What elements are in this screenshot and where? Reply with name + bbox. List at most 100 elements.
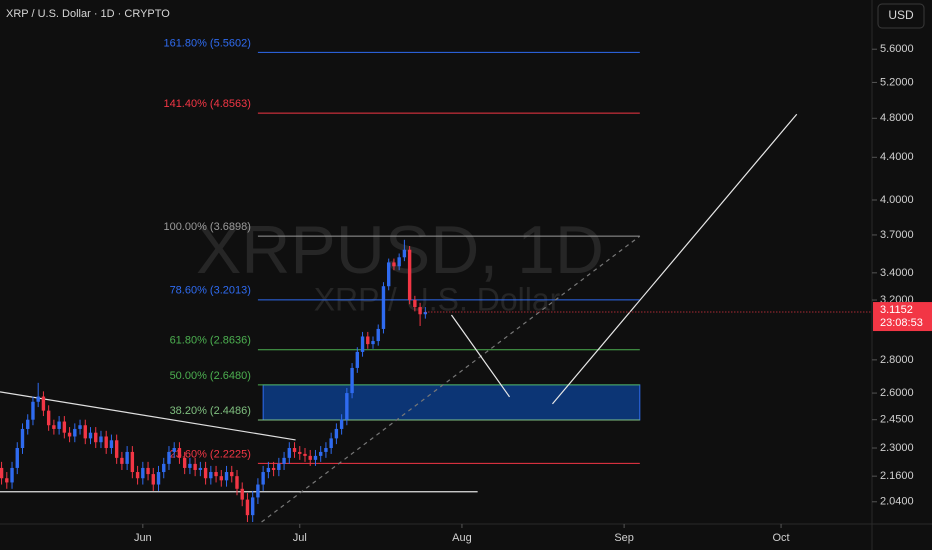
candle-body [52,425,56,429]
candle-body [109,440,114,449]
candle-body [261,472,265,485]
candle-body [366,336,370,345]
y-tick-label: 5.2000 [880,76,914,88]
candle-body [329,438,333,449]
candle-body [376,328,380,342]
candle-body [146,467,150,475]
x-tick-label: Sep [614,532,634,544]
candle-body [198,467,203,470]
candle-body [298,451,302,454]
fib-label: 161.80% (5.5602) [163,37,250,49]
trend-line [551,113,798,405]
trend-line [0,391,296,441]
candle-body [46,410,51,426]
x-tick-label: Aug [452,532,472,544]
watermark: XRPUSD, 1D [196,212,604,288]
candle-body [141,467,145,479]
y-tick-label: 2.6000 [880,387,914,399]
candle-body [0,467,4,479]
candle-body [83,425,87,439]
candle-body [360,336,365,352]
candle-body [381,286,386,329]
trend-line [261,235,641,523]
candle-body [235,476,239,489]
x-tick-label: Oct [773,532,790,544]
candle-body [245,499,250,516]
candle-body [73,428,77,437]
candle-body [156,472,161,485]
candle-body [277,463,281,470]
chart-title: XRP / U.S. Dollar · 1D · CRYPTO [6,8,170,20]
candle-body [355,351,360,368]
candle-body [308,455,312,460]
candle-body [57,421,61,429]
candle-body [402,249,407,258]
last-price-tag [873,302,932,332]
candle-body [423,312,428,315]
y-tick-label: 3.4000 [880,267,914,279]
countdown-label: 23:08:53 [880,317,923,329]
candle-body [324,448,328,452]
candle-body [5,478,9,483]
candle-body [125,451,129,464]
candle-body [188,463,192,468]
candle-body [88,432,93,439]
fib-label: 61.80% (2.8636) [170,335,251,347]
candle-body [392,262,396,267]
y-tick-label: 5.6000 [880,43,914,55]
candle-body [282,457,286,464]
candle-body [334,428,339,439]
candle-body [67,432,72,437]
candle-body [266,467,271,473]
candle-body [250,497,255,516]
candle-body [36,396,40,402]
candle-body [104,436,108,449]
candle-body [413,300,417,308]
candle-body [214,472,218,477]
candle-body [397,257,401,267]
candle-body [224,472,229,481]
y-tick-label: 4.4000 [880,151,914,163]
currency-label: USD [888,8,914,22]
candle-body [230,472,234,477]
candle-body [371,341,375,345]
candle-body [177,448,182,458]
plot: 161.80% (5.5602) 141.40% (4.8563) 100.00% … [0,37,872,523]
candle-body [256,484,260,498]
candle-body [303,453,307,456]
last-price-label: 3.1152 [880,304,913,316]
candle-body [313,455,318,460]
candle-body [62,421,67,433]
candle-body [193,463,197,470]
candle-body [203,467,208,479]
fib-label: 78.60% (3.2013) [170,285,251,297]
candle-body [114,440,119,458]
y-tick-label: 2.3000 [880,442,914,454]
candle-body [94,432,98,443]
fib-label: 100.00% (3.6898) [163,221,250,233]
y-tick-label: 3.7000 [880,229,914,241]
candle-body [219,476,223,481]
y-tick-label: 2.0400 [880,496,914,508]
fib-label: 23.60% (2.2225) [170,448,251,460]
candle-body [172,448,176,452]
trend-line [450,314,511,398]
y-tick-label: 2.8000 [880,354,914,366]
candle-body [407,249,412,301]
currency-button[interactable] [877,3,925,29]
candle-body [130,451,135,473]
candle-body [287,448,292,458]
candle-body [151,474,155,485]
candle-body [41,396,46,411]
candle-body [292,448,297,452]
candle-body [182,457,187,468]
y-tick-label: 2.4500 [880,414,914,426]
candle-body [162,463,166,473]
candle-body [26,419,30,429]
x-tick-label: Jun [134,532,152,544]
candle-body [135,472,140,479]
candle-body [99,436,103,443]
candle-body [209,472,213,479]
